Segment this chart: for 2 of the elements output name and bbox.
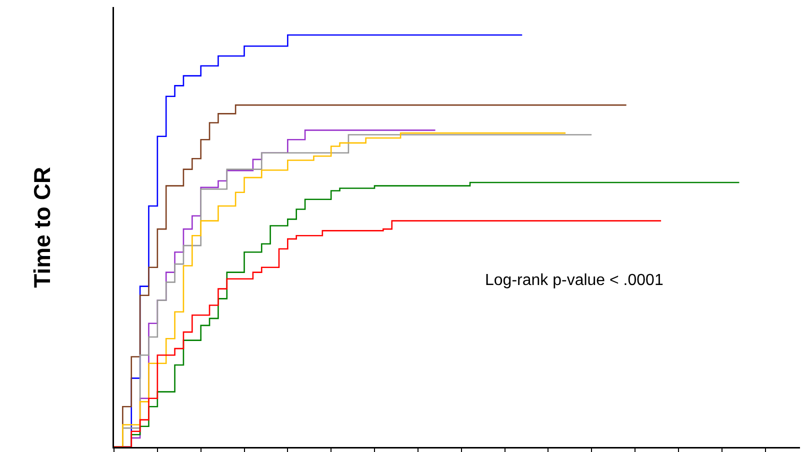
y-axis-title: Time to CR: [28, 166, 55, 288]
annotation: Log-rank p-value < .0001: [485, 272, 664, 289]
